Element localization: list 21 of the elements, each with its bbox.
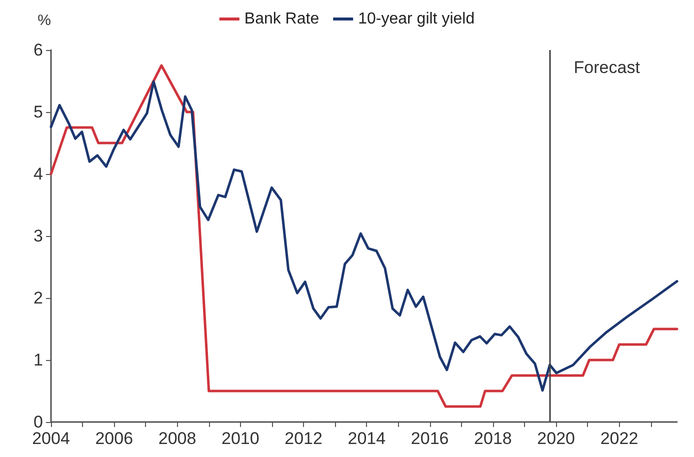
x-tick-label: 2004 xyxy=(32,429,70,448)
x-tick-label: 2006 xyxy=(95,429,134,448)
y-axis-title: % xyxy=(38,12,51,29)
x-tick-label: 2022 xyxy=(600,429,638,448)
y-tick-label: 1 xyxy=(34,350,43,370)
y-tick-label: 4 xyxy=(34,164,43,184)
y-tick-label: 2 xyxy=(34,288,43,308)
y-tick-label: 0 xyxy=(34,412,43,432)
y-tick-label: 3 xyxy=(34,226,43,246)
x-tick-label: 2016 xyxy=(410,429,449,448)
x-tick-label: 2008 xyxy=(158,429,196,448)
x-tick-label: 2020 xyxy=(537,429,576,448)
y-tick-label: 6 xyxy=(34,40,43,60)
legend-label: Bank Rate xyxy=(244,10,320,28)
x-tick-label: 2014 xyxy=(348,429,386,448)
x-tick-label: 2018 xyxy=(474,429,512,448)
ref-line-label: Forecast xyxy=(574,58,640,77)
y-tick-label: 5 xyxy=(34,102,43,122)
x-tick-label: 2010 xyxy=(221,429,260,448)
x-tick-label: 2012 xyxy=(284,429,322,448)
legend-label: 10-year gilt yield xyxy=(358,10,475,28)
